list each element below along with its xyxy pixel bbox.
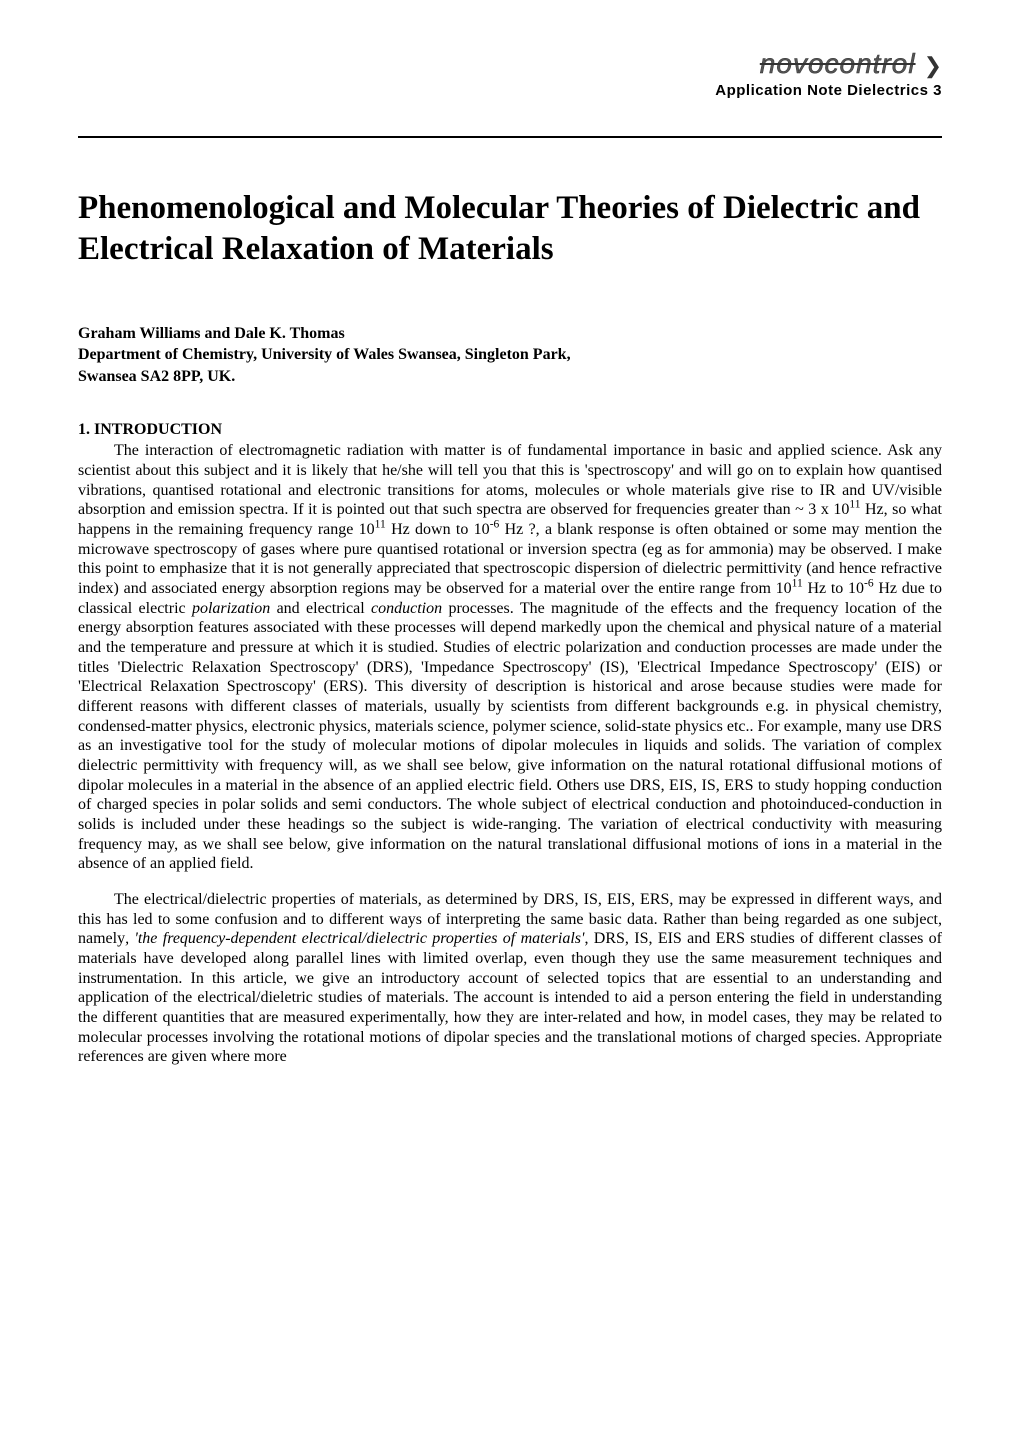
authors-affiliation-2: Swansea SA2 8PP, UK. (78, 366, 942, 388)
authors-block: Graham Williams and Dale K. Thomas Depar… (78, 323, 942, 388)
header-divider (78, 136, 942, 138)
p1-exp5: -6 (864, 578, 874, 590)
arrow-icon: ❯ (924, 53, 942, 78)
page-content: Phenomenological and Molecular Theories … (78, 188, 942, 1067)
p2-seg2: , DRS, IS, EIS and ERS studies of differ… (78, 930, 942, 1065)
p1-seg5: Hz to 10 (803, 580, 864, 597)
p2-ital1: , 'the frequency-dependent electrical/di… (125, 930, 584, 947)
logo: novocontrol ❯ (715, 48, 942, 80)
p1-ital1: polarization (192, 600, 270, 617)
authors-affiliation-1: Department of Chemistry, University of W… (78, 344, 942, 366)
intro-paragraph-1: The interaction of electromagnetic radia… (78, 441, 942, 874)
p1-seg1: The interaction of electromagnetic radia… (78, 442, 942, 518)
p1-exp1: 11 (849, 499, 860, 511)
logo-text: novocontrol (760, 48, 916, 79)
p1-ital2: conduction (371, 600, 442, 617)
authors-names: Graham Williams and Dale K. Thomas (78, 323, 942, 345)
application-note-label: Application Note Dielectrics 3 (715, 82, 942, 99)
p1-exp2: 11 (375, 519, 386, 531)
p1-seg3: Hz down to 10 (386, 521, 490, 538)
p1-seg7: and electrical (270, 600, 371, 617)
header-logo-area: novocontrol ❯ Application Note Dielectri… (715, 48, 942, 99)
page-title: Phenomenological and Molecular Theories … (78, 188, 942, 271)
p1-seg8: processes. The magnitude of the effects … (78, 600, 942, 873)
p1-exp4: 11 (792, 578, 803, 590)
intro-paragraph-2: The electrical/dielectric properties of … (78, 890, 942, 1067)
p1-exp3: -6 (490, 519, 500, 531)
section-heading-introduction: 1. INTRODUCTION (78, 421, 942, 439)
